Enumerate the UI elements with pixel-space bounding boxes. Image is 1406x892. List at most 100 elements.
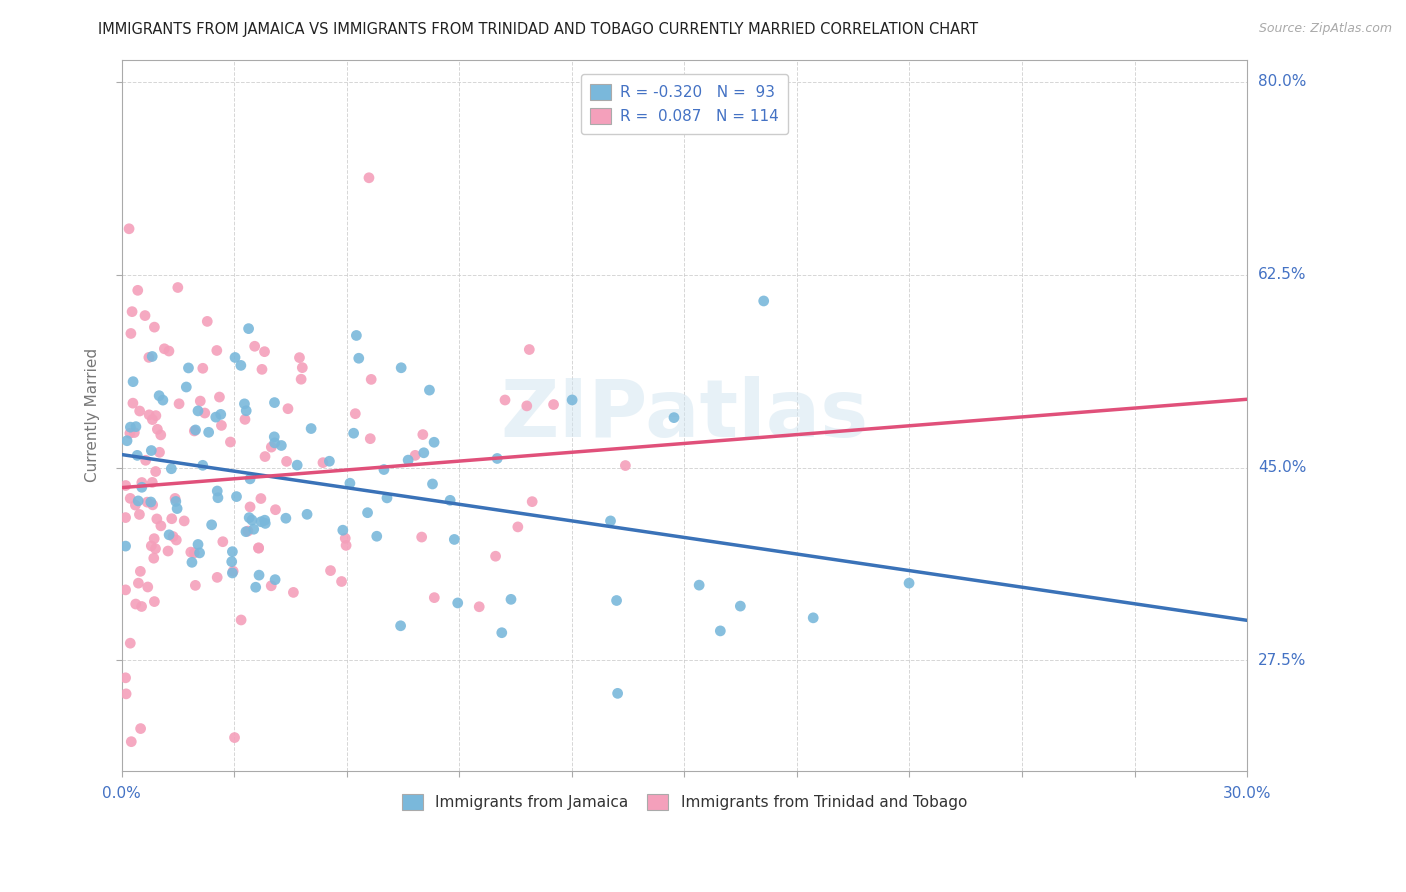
- Point: [180, 545, 202, 559]
- Point: [115, 434, 138, 448]
- Point: [125, 597, 148, 611]
- Point: [253, 450, 276, 464]
- Text: 45.0%: 45.0%: [1258, 460, 1306, 475]
- Point: [411, 530, 433, 544]
- Point: [356, 506, 378, 520]
- Point: [148, 389, 170, 403]
- Point: [162, 530, 184, 544]
- Point: [138, 408, 160, 422]
- Point: [225, 490, 247, 504]
- Point: [166, 501, 188, 516]
- Point: [221, 544, 243, 558]
- Point: [167, 397, 190, 411]
- Point: [165, 491, 187, 506]
- Point: [439, 493, 461, 508]
- Point: [120, 491, 142, 506]
- Point: [219, 435, 242, 450]
- Point: [801, 611, 824, 625]
- Point: [131, 480, 153, 494]
- Point: [239, 472, 262, 486]
- Point: [121, 304, 143, 318]
- Point: [240, 513, 263, 527]
- Point: [412, 446, 434, 460]
- Point: [183, 424, 205, 438]
- Point: [484, 549, 506, 564]
- Point: [260, 440, 283, 454]
- Point: [253, 513, 276, 527]
- Point: [264, 502, 287, 516]
- Text: 0.0%: 0.0%: [103, 787, 141, 802]
- Point: [156, 544, 179, 558]
- Point: [295, 508, 318, 522]
- Point: [263, 395, 285, 409]
- Point: [145, 409, 167, 423]
- Point: [142, 498, 165, 512]
- Point: [543, 398, 565, 412]
- Text: ZIPatlas: ZIPatlas: [501, 376, 869, 454]
- Point: [129, 722, 152, 736]
- Point: [359, 432, 381, 446]
- Point: [344, 407, 367, 421]
- Point: [522, 494, 544, 508]
- Point: [506, 520, 529, 534]
- Point: [149, 518, 172, 533]
- Point: [330, 574, 353, 589]
- Point: [486, 451, 509, 466]
- Point: [136, 580, 159, 594]
- Point: [233, 412, 256, 426]
- Point: [335, 531, 357, 545]
- Point: [335, 538, 357, 552]
- Point: [124, 498, 146, 512]
- Point: [142, 551, 165, 566]
- Point: [423, 591, 446, 605]
- Point: [201, 517, 224, 532]
- Point: [114, 510, 136, 524]
- Point: [599, 514, 621, 528]
- Point: [312, 456, 335, 470]
- Point: [499, 592, 522, 607]
- Point: [447, 596, 470, 610]
- Point: [143, 320, 166, 334]
- Point: [283, 585, 305, 599]
- Point: [207, 483, 229, 498]
- Point: [120, 734, 142, 748]
- Point: [191, 361, 214, 376]
- Point: [181, 555, 204, 569]
- Text: 80.0%: 80.0%: [1258, 74, 1306, 89]
- Point: [188, 394, 211, 409]
- Point: [730, 599, 752, 613]
- Point: [184, 578, 207, 592]
- Point: [688, 578, 710, 592]
- Point: [254, 516, 277, 531]
- Point: [418, 383, 440, 397]
- Point: [468, 599, 491, 614]
- Point: [247, 568, 270, 582]
- Point: [120, 420, 142, 434]
- Point: [606, 686, 628, 700]
- Text: 30.0%: 30.0%: [1223, 787, 1271, 802]
- Point: [122, 396, 145, 410]
- Point: [561, 392, 583, 407]
- Point: [124, 425, 146, 440]
- Point: [136, 495, 159, 509]
- Point: [160, 512, 183, 526]
- Point: [274, 511, 297, 525]
- Point: [245, 580, 267, 594]
- Point: [270, 438, 292, 452]
- Point: [516, 399, 538, 413]
- Point: [141, 475, 163, 490]
- Y-axis label: Currently Married: Currently Married: [86, 348, 100, 483]
- Point: [146, 512, 169, 526]
- Point: [291, 360, 314, 375]
- Point: [389, 619, 412, 633]
- Point: [239, 500, 262, 514]
- Point: [184, 423, 207, 437]
- Point: [319, 564, 342, 578]
- Point: [412, 427, 434, 442]
- Point: [238, 510, 260, 524]
- Point: [211, 534, 233, 549]
- Point: [188, 546, 211, 560]
- Point: [141, 412, 163, 426]
- Point: [143, 594, 166, 608]
- Point: [260, 579, 283, 593]
